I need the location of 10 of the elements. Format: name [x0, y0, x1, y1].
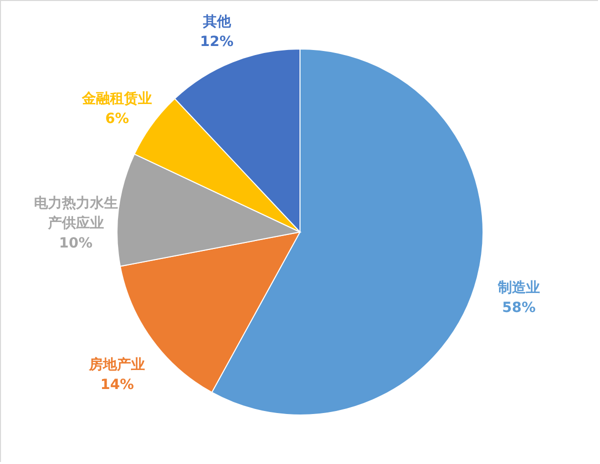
slice-label: 其他 [202, 14, 232, 30]
slice-label: 制造业 [496, 280, 540, 296]
data-label: 6% [105, 111, 130, 128]
slice-label: 房地产业 [88, 356, 146, 373]
slice-label: 电力热力水生产供应业 [34, 196, 118, 232]
data-label: 14% [100, 376, 134, 393]
data-label: 10% [59, 236, 93, 252]
data-label: 58% [502, 300, 536, 316]
data-label: 12% [200, 34, 234, 50]
slice-label: 金融租赁业 [81, 91, 152, 108]
